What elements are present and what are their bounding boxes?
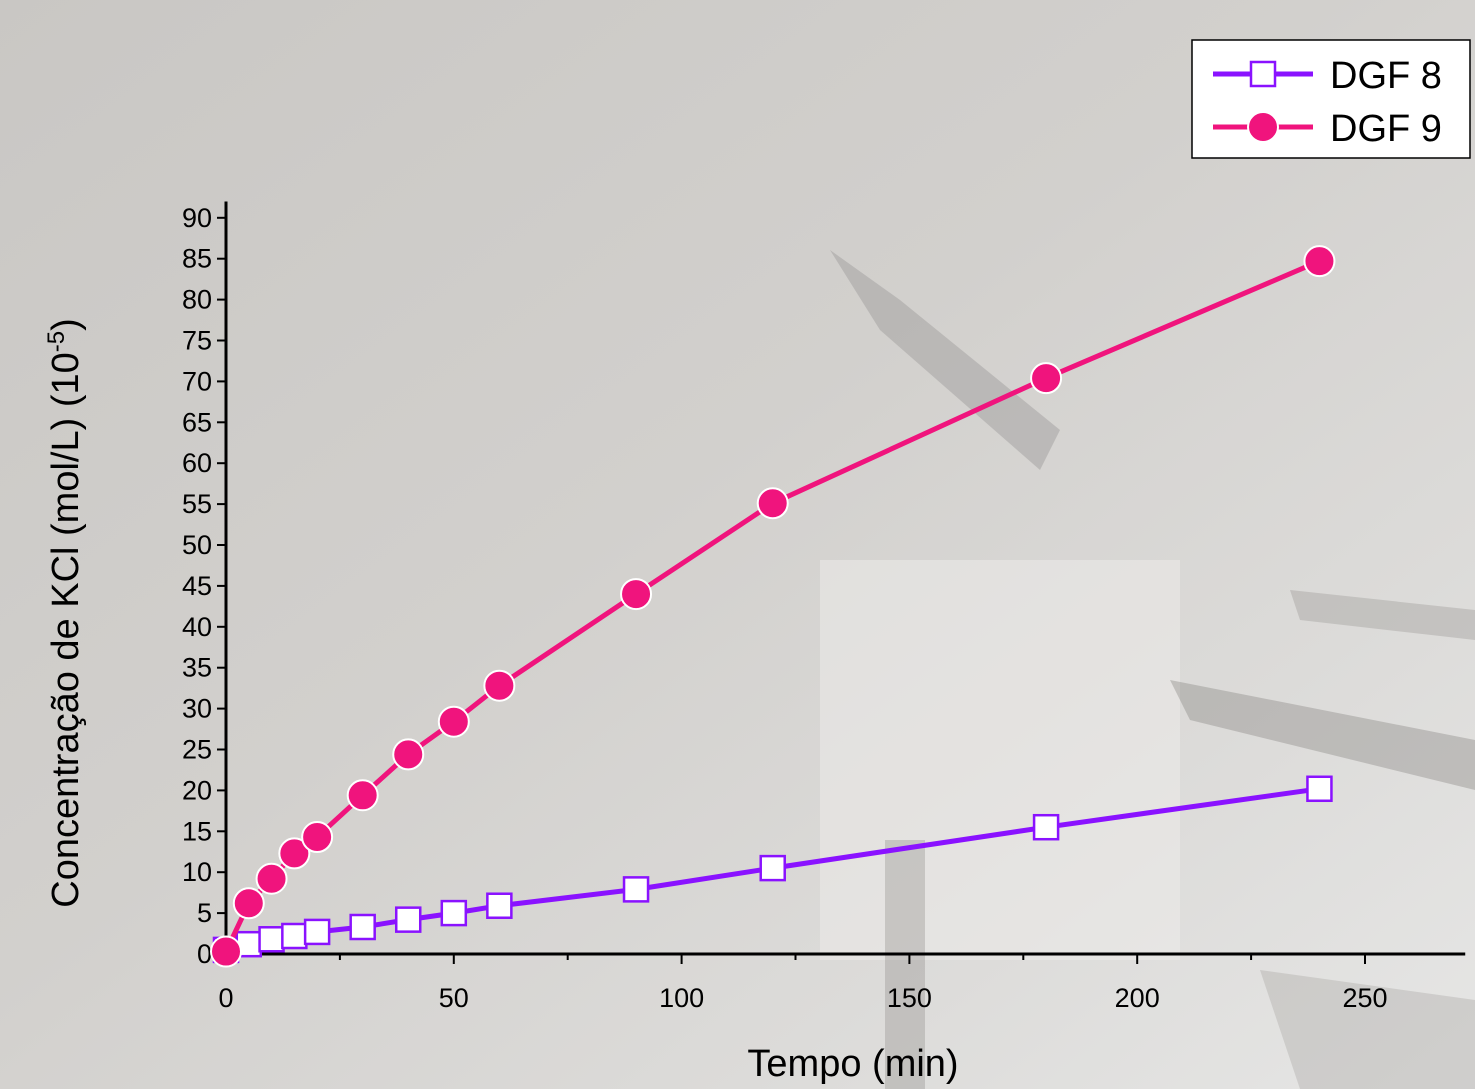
data-point — [1306, 775, 1333, 803]
y-tick-label: 0 — [197, 939, 212, 969]
data-point — [301, 821, 334, 854]
legend-box — [1191, 39, 1471, 159]
data-point — [303, 918, 331, 946]
data-point — [1030, 362, 1063, 395]
data-point — [620, 578, 653, 611]
y-tick-label: 15 — [182, 816, 212, 846]
data-point — [483, 669, 516, 702]
series-0 — [212, 775, 1333, 964]
x-tick-label: 50 — [439, 983, 469, 1013]
y-axis-title-exponent: -5 — [43, 331, 70, 352]
y-tick-label: 60 — [182, 448, 212, 478]
data-point — [349, 913, 376, 941]
axes: 0 5 10 15 20 25 30 35 40 45 50 55 60 65 70 75 80 85 90 0 50… — [182, 201, 1466, 1013]
data-point — [622, 876, 650, 903]
y-tick-label: 45 — [182, 571, 212, 601]
series-1 — [210, 245, 1336, 968]
data-point — [258, 926, 285, 953]
series-line — [223, 258, 1321, 953]
data-point — [255, 862, 288, 895]
x-tick-label: 250 — [1342, 983, 1387, 1013]
y-tick-label: 40 — [182, 612, 212, 642]
x-axis-title: Tempo (min) — [747, 1043, 958, 1085]
x-ticks: 0 50 100 150 200 250 — [218, 954, 1388, 1013]
legend-entry-0: DGF 8 — [1213, 55, 1442, 97]
y-tick-label: 75 — [182, 326, 212, 356]
y-tick-label: 55 — [182, 489, 212, 519]
x-tick-label: 100 — [659, 983, 704, 1013]
data-point — [756, 487, 789, 520]
legend-entry-1: DGF 9 — [1213, 108, 1442, 150]
y-tick-label: 80 — [182, 285, 212, 315]
y-axis-title: Concentração de KCl (mol/L) (10-5) — [43, 318, 87, 907]
data-point — [394, 906, 422, 933]
legend: DGF 8 DGF 9 — [1191, 39, 1471, 159]
y-tick-label: 90 — [182, 203, 212, 233]
data-point — [1032, 813, 1060, 841]
y-tick-label: 10 — [182, 857, 212, 887]
x-tick-label: 150 — [887, 983, 932, 1013]
data-point — [346, 779, 379, 812]
y-tick-label: 5 — [197, 898, 212, 928]
data-point — [392, 738, 425, 771]
y-tick-label: 65 — [182, 407, 212, 437]
x-tick-label: 0 — [218, 983, 233, 1013]
data-point — [210, 935, 242, 968]
y-ticks: 0 5 10 15 20 25 30 35 40 45 50 55 60 65 70 75 80 85 90 — [182, 203, 226, 969]
y-tick-label: 85 — [182, 244, 212, 274]
data-point — [759, 854, 786, 882]
x-tick-label: 200 — [1115, 983, 1160, 1013]
data-point — [486, 892, 513, 919]
y-tick-label: 25 — [182, 735, 212, 765]
data-point — [1303, 245, 1336, 278]
data-point — [437, 705, 470, 738]
y-axis-title-close: ) — [45, 318, 87, 331]
series-layer — [210, 245, 1336, 968]
data-point — [281, 922, 308, 950]
data-point — [440, 899, 468, 927]
data-point — [232, 887, 265, 920]
legend-label-0: DGF 8 — [1330, 55, 1442, 97]
y-tick-label: 20 — [182, 775, 212, 805]
legend-marker-1 — [1247, 111, 1279, 143]
y-tick-label: 35 — [182, 653, 212, 683]
y-tick-label: 70 — [182, 366, 212, 396]
legend-label-1: DGF 9 — [1330, 108, 1442, 150]
y-tick-label: 50 — [182, 530, 212, 560]
legend-marker-0 — [1249, 60, 1277, 88]
data-point — [278, 837, 311, 870]
y-tick-label: 30 — [182, 694, 212, 724]
y-axis-title-main: Concentração de KCl (mol/L) (10 — [45, 352, 87, 907]
